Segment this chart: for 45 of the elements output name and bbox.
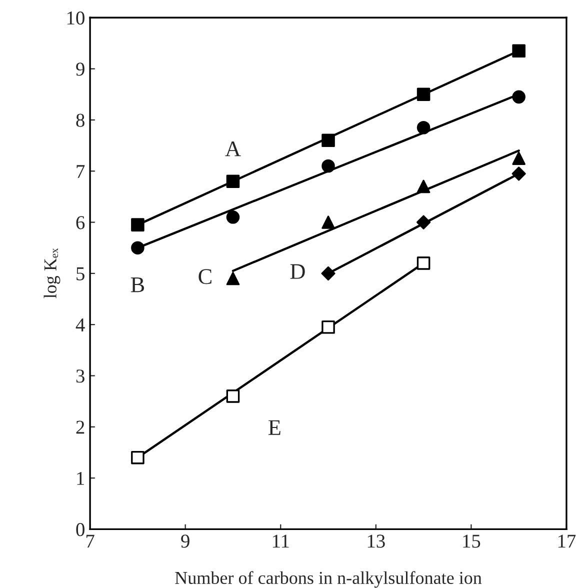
y-tick-label: 5	[76, 267, 84, 280]
y-tick-label: 9	[76, 62, 84, 76]
point	[226, 272, 240, 286]
series-label: C	[198, 269, 212, 284]
y-tick-label: 6	[76, 216, 85, 230]
series-label: E	[268, 420, 280, 435]
x-tick-label: 9	[181, 534, 190, 548]
y-tick-label: 2	[76, 420, 84, 434]
point	[322, 216, 335, 229]
x-tick-label: 13	[368, 534, 385, 548]
point	[416, 256, 430, 270]
x-tick-label: 11	[272, 534, 289, 548]
point	[416, 215, 431, 230]
series-label: D	[290, 264, 305, 279]
x-tick-label: 17	[558, 534, 576, 548]
y-tick-label: 7	[76, 165, 85, 178]
series-label: A	[225, 141, 241, 156]
point	[512, 152, 526, 165]
series-label: B	[130, 278, 144, 292]
point	[322, 320, 335, 334]
point	[321, 266, 336, 280]
point	[322, 134, 335, 148]
y-tick-label: 0	[76, 523, 84, 536]
point	[131, 218, 144, 232]
y-tick-label: 8	[76, 114, 84, 127]
point	[416, 88, 430, 102]
point	[226, 390, 240, 403]
point	[512, 90, 526, 104]
point	[512, 44, 526, 58]
x-axis-title: Number of carbons in n-alkylsulfonate ion	[175, 571, 482, 588]
point	[512, 166, 526, 181]
x-tick-label: 7	[86, 534, 94, 548]
point	[226, 174, 240, 188]
y-axis-title: log Kₑₓ	[44, 248, 60, 298]
point	[416, 120, 430, 134]
x-tick-label: 15	[463, 534, 480, 548]
point	[322, 159, 335, 173]
point	[131, 450, 144, 464]
point	[416, 180, 430, 194]
point	[226, 210, 240, 224]
y-tick-label: 3	[76, 370, 84, 383]
point	[131, 241, 144, 254]
y-tick-label: 4	[76, 318, 85, 332]
y-tick-label: 10	[67, 11, 84, 25]
y-tick-label: 1	[77, 472, 84, 485]
